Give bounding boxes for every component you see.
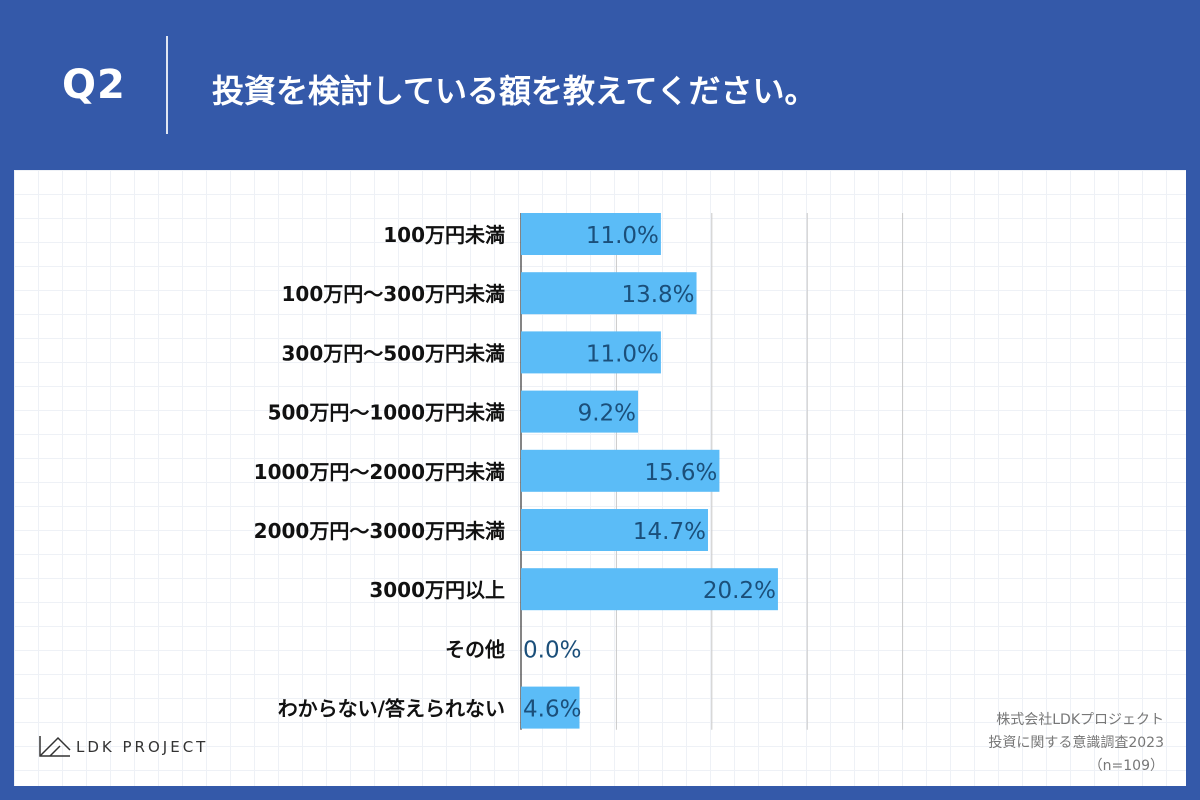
bar xyxy=(521,272,697,315)
category-label: 1000万円～2000万円未満 xyxy=(254,460,505,484)
credit-company: 株式会社LDKプロジェクト xyxy=(996,712,1164,728)
value-label: 14.7% xyxy=(633,519,706,545)
logo-text: LDK PROJECT xyxy=(76,738,209,756)
value-label: 9.2% xyxy=(578,401,636,427)
category-label: 100万円～300万円未満 xyxy=(282,282,506,306)
bar xyxy=(521,568,778,611)
bar-chart: 100万円未満 11.0% 100万円～300万円未満 13.8% 300万円～500万… xyxy=(254,213,904,730)
value-label: 11.0% xyxy=(586,341,659,367)
bar xyxy=(521,390,639,433)
ldk-logo-icon xyxy=(39,736,71,757)
value-label: 4.6% xyxy=(523,697,581,723)
credit-survey: 投資に関する意識調査2023 xyxy=(988,735,1164,751)
value-label: 11.0% xyxy=(586,223,659,249)
bar xyxy=(521,509,708,551)
bar xyxy=(521,213,661,255)
value-label: 15.6% xyxy=(644,460,717,486)
category-label: 300万円～500万円未満 xyxy=(282,341,506,365)
question-header: Q2 投資を検討している額を教えてください。 xyxy=(0,0,1200,170)
question-number: Q2 xyxy=(62,62,126,108)
header-divider xyxy=(166,36,168,134)
category-label: 500万円～1000万円未満 xyxy=(268,401,505,425)
category-label: その他 xyxy=(445,637,505,661)
survey-credit: 株式会社LDKプロジェクト 投資に関する意識調査2023 （n=109） xyxy=(988,709,1164,778)
value-label: 20.2% xyxy=(703,578,776,604)
bar xyxy=(521,449,720,492)
question-title: 投資を検討している額を教えてください。 xyxy=(212,72,817,110)
value-label: 13.8% xyxy=(621,282,694,308)
category-label: 100万円未満 xyxy=(383,223,505,247)
chart-panel: 100万円未満 11.0% 100万円～300万円未満 13.8% 300万円～500万… xyxy=(14,170,1186,786)
credit-sample-size: （n=109） xyxy=(1088,758,1164,774)
bar xyxy=(521,331,661,374)
category-label: 3000万円以上 xyxy=(369,578,505,602)
category-label: 2000万円～3000万円未満 xyxy=(254,519,505,543)
value-label: 0.0% xyxy=(523,637,581,663)
bar xyxy=(521,686,580,729)
category-label: わからない/答えられない xyxy=(278,697,505,721)
